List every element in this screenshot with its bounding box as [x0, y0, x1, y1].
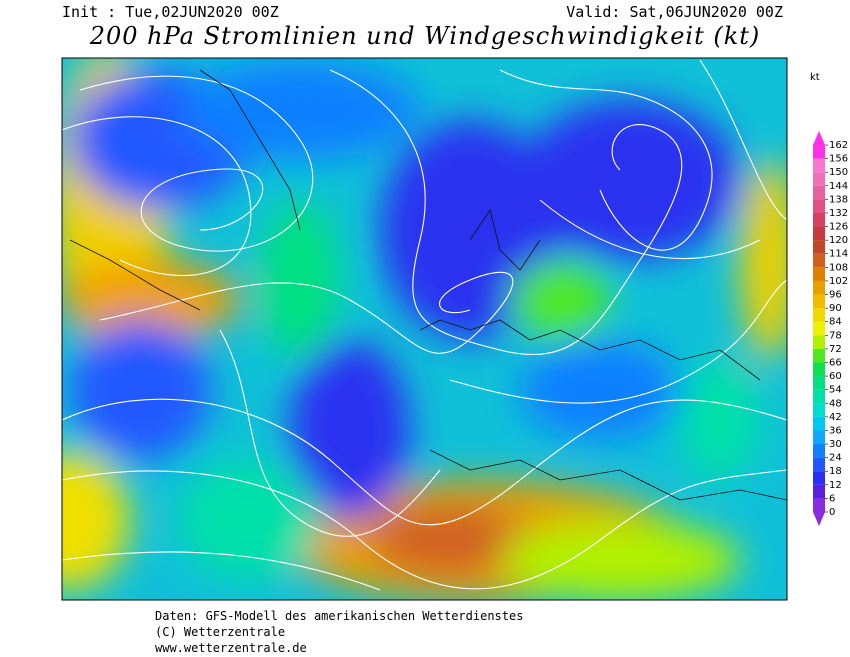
colorbar-band	[813, 185, 825, 200]
colorbar-band	[813, 444, 825, 458]
colorbar-band	[813, 498, 825, 512]
colorbar-band	[813, 457, 825, 472]
colorbar-label: 0	[829, 507, 835, 518]
colorbar-band	[813, 376, 825, 390]
colorbar-label: 162	[829, 140, 848, 151]
colorbar-band	[813, 226, 825, 241]
colorbar-band	[813, 253, 825, 268]
colorbar-label: 60	[829, 371, 842, 382]
colorbar-label: 108	[829, 262, 848, 273]
colorbar-label: 24	[829, 453, 842, 464]
colorbar-label: 6	[829, 493, 835, 504]
colorbar-band	[813, 240, 825, 254]
colorbar-label: 150	[829, 167, 848, 178]
colorbar-label: 102	[829, 276, 848, 287]
colorbar-label: 96	[829, 290, 842, 301]
colorbar-band	[813, 389, 825, 404]
colorbar-band	[813, 158, 825, 173]
wind-map	[62, 58, 787, 600]
footer-line: Daten: GFS-Modell des amerikanischen Wet…	[155, 609, 523, 623]
colorbar-label: 78	[829, 330, 842, 341]
colorbar-label: 12	[829, 480, 842, 491]
coastlines	[69, 69, 787, 501]
colorbar-band	[813, 280, 825, 295]
colorbar-band	[813, 484, 825, 499]
colorbar-label: 66	[829, 357, 842, 368]
colorbar-label: 54	[829, 385, 842, 396]
colorbar-band	[813, 308, 825, 322]
colorbar-label: 126	[829, 222, 848, 233]
colorbar-label: 36	[829, 425, 842, 436]
colorbar-label: 84	[829, 317, 842, 328]
init-label: Init : Tue,02JUN2020 00Z	[62, 3, 279, 21]
colorbar-label: 90	[829, 303, 842, 314]
footer-line: (C) Wetterzentrale	[155, 625, 285, 639]
colorbar-band	[813, 335, 825, 349]
colorbar-label: 156	[829, 154, 848, 165]
colorbar-band	[813, 403, 825, 417]
colorbar-label: 18	[829, 466, 842, 477]
footer-line: www.wetterzentrale.de	[155, 641, 307, 655]
colorbar-band	[813, 321, 825, 336]
colorbar-label: 138	[829, 194, 848, 205]
colorbar-band	[813, 145, 825, 159]
map-frame	[61, 57, 788, 601]
valid-label: Valid: Sat,06JUN2020 00Z	[566, 3, 783, 21]
colorbar-label: 114	[829, 249, 848, 260]
colorbar-label: 48	[829, 398, 842, 409]
colorbar-end	[813, 131, 825, 145]
colorbar-label: 30	[829, 439, 842, 450]
colorbar-band	[813, 430, 825, 445]
colorbar-unit: kt	[810, 72, 820, 83]
streamlines	[62, 59, 787, 591]
colorbar-band	[813, 362, 825, 377]
colorbar-label: 120	[829, 235, 848, 246]
colorbar-band	[813, 471, 825, 485]
colorbar-band	[813, 212, 825, 227]
colorbar-label: 144	[829, 181, 848, 192]
colorbar-label: 132	[829, 208, 848, 219]
colorbar-band	[813, 267, 825, 281]
colorbar-band	[813, 172, 825, 186]
colorbar-band	[813, 348, 825, 363]
colorbar-label: 72	[829, 344, 842, 355]
colorbar-end	[813, 512, 825, 526]
colorbar-band	[813, 416, 825, 431]
colorbar-band	[813, 199, 825, 213]
colorbar: 0 6 12 18 24 30 36 42 48 54 60 66 72 78 84 90 96 102 108 11…	[813, 131, 848, 526]
colorbar-label: 42	[829, 412, 842, 423]
colorbar-band	[813, 294, 825, 309]
map-title: 200 hPa Stromlinien und Windgeschwindigk…	[89, 22, 761, 50]
